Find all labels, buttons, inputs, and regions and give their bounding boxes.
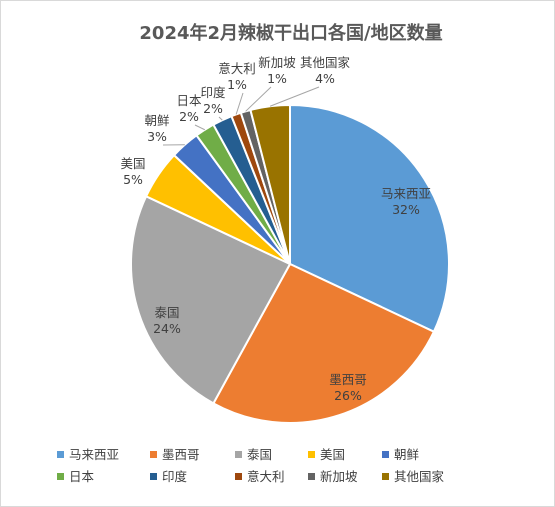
legend-swatch-7 [235,473,242,480]
leader-lines [162,86,320,146]
legend-label-6: 印度 [162,469,188,484]
legend-label-1: 墨西哥 [162,447,200,462]
legend-label-9: 其他国家 [394,469,445,484]
leader-line-6 [218,116,223,121]
data-label-name-5: 日本 [176,93,202,108]
legend-label-8: 新加坡 [320,469,358,484]
legend-swatch-8 [308,473,315,480]
legend-swatch-4 [382,451,389,458]
data-label-name-8: 新加坡 [258,55,296,70]
pie-slice-2 [130,194,292,405]
leader-line-5 [194,124,206,131]
data-label-value-2: 24% [153,321,181,336]
chart-title: 2024年2月辣椒干出口各国/地区数量 [139,22,442,44]
legend-label-7: 意大利 [247,469,285,484]
data-label-value-5: 2% [179,109,199,124]
data-label-value-1: 26% [334,388,362,403]
data-label-name-0: 马来西亚 [381,186,431,201]
legend-label-0: 马来西亚 [69,447,119,462]
data-label-name-2: 泰国 [154,305,179,320]
data-label-value-7: 1% [227,77,247,92]
pie-slice-9 [249,103,291,265]
data-label-value-9: 4% [315,71,335,86]
data-label-name-3: 美国 [120,156,145,171]
legend-label-4: 朝鲜 [394,447,419,462]
data-label-name-4: 朝鲜 [144,113,169,128]
slices-layer [130,103,450,424]
legend-label-2: 泰国 [247,447,272,462]
legend-label-5: 日本 [69,469,95,484]
data-label-value-3: 5% [123,172,143,187]
data-label-name-6: 印度 [200,85,226,100]
legend-label-3: 美国 [320,447,345,462]
data-label-name-1: 墨西哥 [329,372,367,387]
leader-line-9 [269,86,320,107]
pie-slice-0 [289,103,450,334]
data-label-value-0: 32% [392,202,420,217]
legend-swatch-2 [235,451,242,458]
data-label-value-6: 2% [203,101,223,116]
leader-line-7 [235,92,244,115]
data-label-value-8: 1% [267,71,287,86]
data-label-name-7: 意大利 [218,61,256,76]
legend-swatch-3 [308,451,315,458]
legend-swatch-0 [57,451,64,458]
legend-swatch-9 [382,473,389,480]
leader-line-8 [245,86,272,112]
data-labels: 马来西亚32%墨西哥26%泰国24%美国5%朝鲜3%日本2%印度2%意大利1%新… [120,55,431,403]
data-label-name-9: 其他国家 [300,55,351,70]
data-label-value-4: 3% [147,129,167,144]
legend-swatch-1 [150,451,157,458]
legend-swatch-5 [57,473,64,480]
legend-swatch-6 [150,473,157,480]
